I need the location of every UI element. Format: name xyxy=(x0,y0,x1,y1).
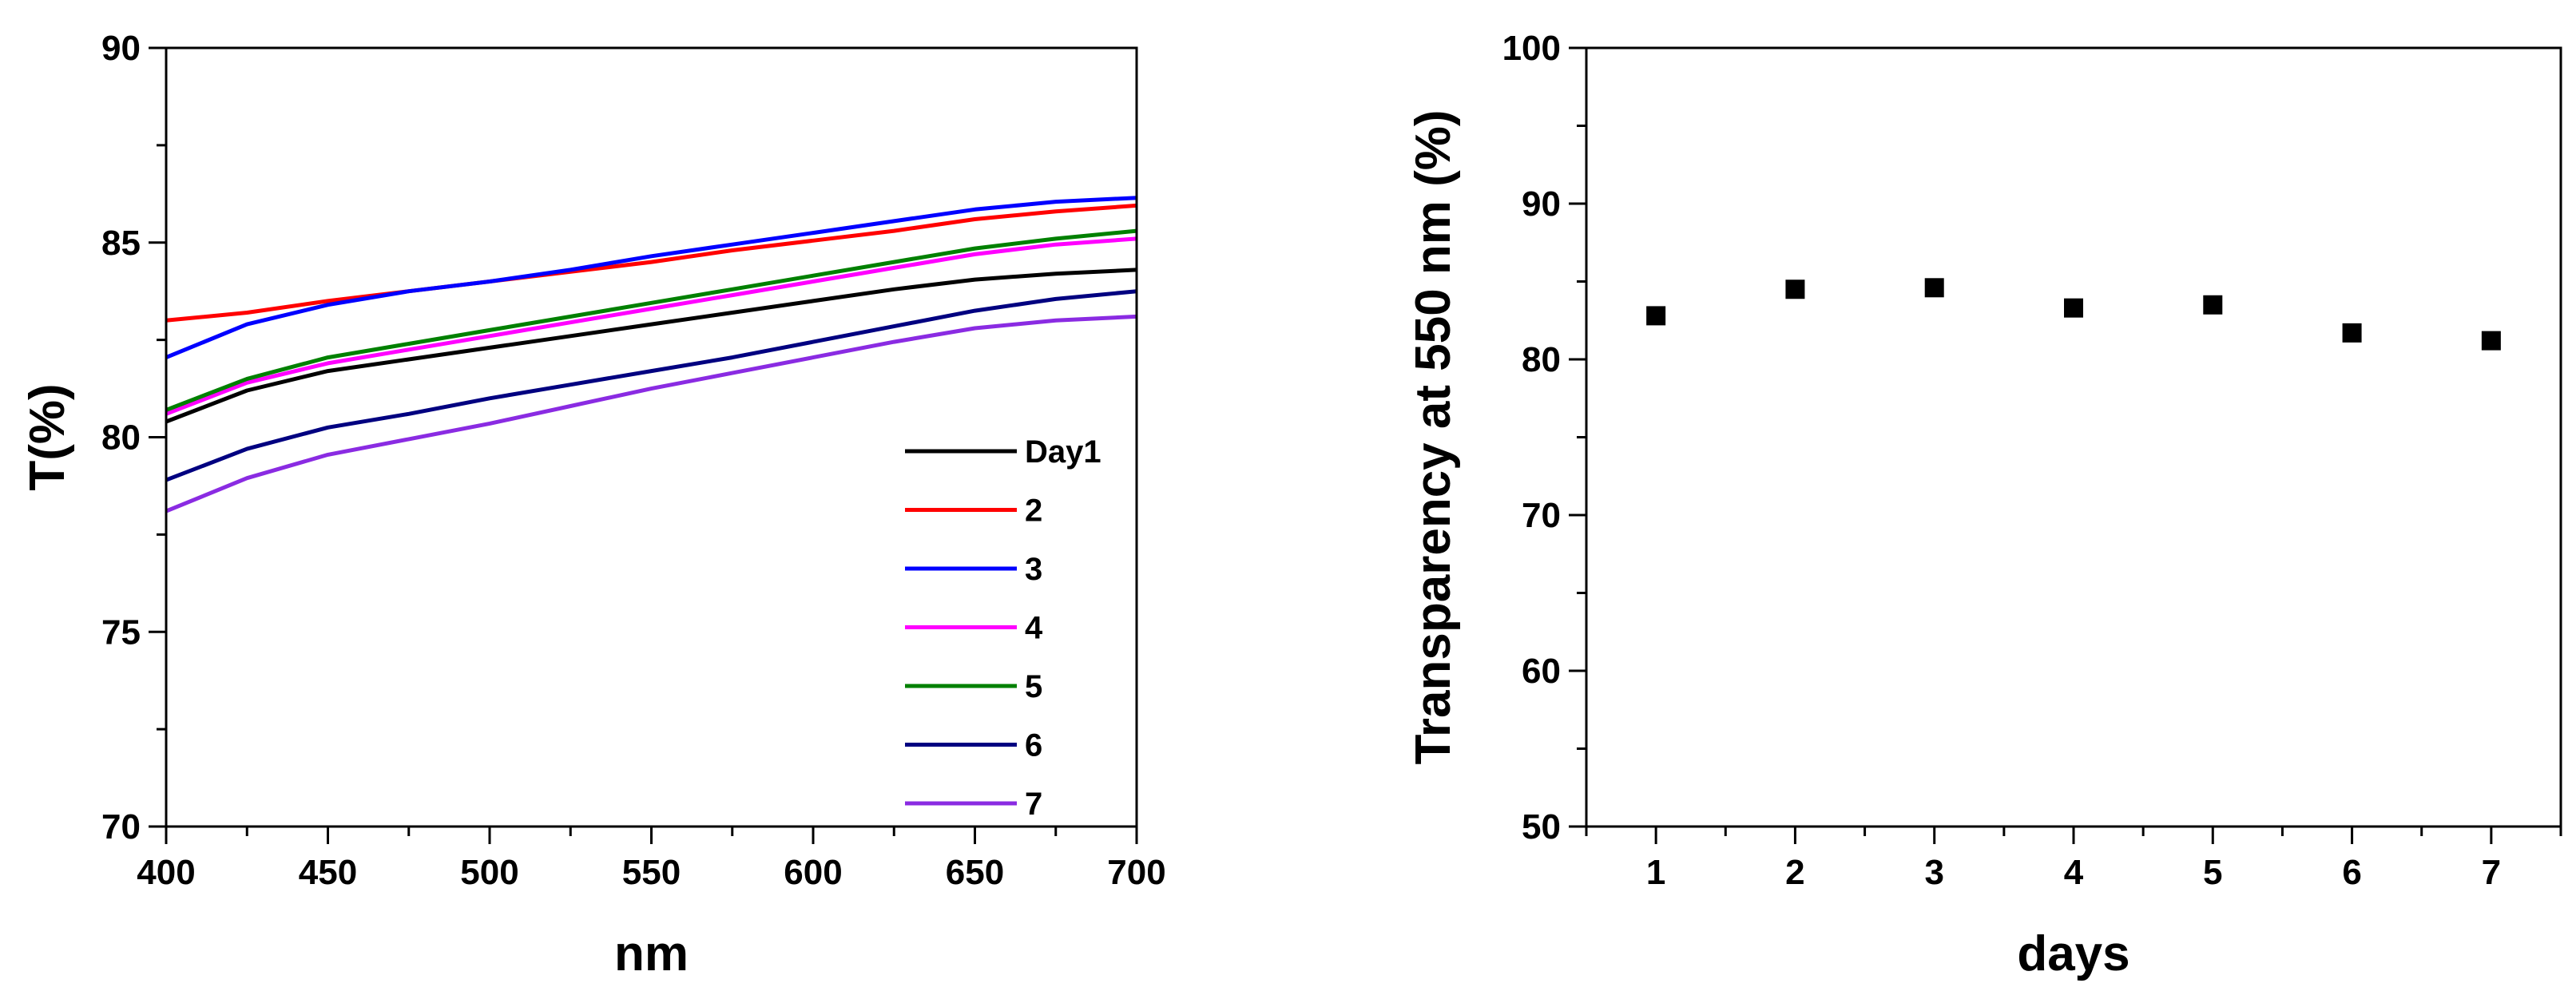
data-point-day-4 xyxy=(2064,298,2083,318)
legend-label-3: 3 xyxy=(1025,552,1042,587)
legend-label-4: 4 xyxy=(1025,611,1043,646)
series-line-day1 xyxy=(165,268,1137,424)
data-point-day-7 xyxy=(2481,331,2501,351)
plot-frame xyxy=(165,46,1138,828)
y-tick-label: 70 xyxy=(1522,496,1561,535)
data-point-day-6 xyxy=(2342,323,2362,343)
data-point-day-3 xyxy=(1924,278,1944,298)
x-tick-label: 1 xyxy=(1646,853,1665,892)
x-tick-label: 650 xyxy=(946,853,1004,892)
x-axis-title: nm xyxy=(614,926,689,981)
y-tick-label: 70 xyxy=(101,807,141,846)
transparency-scatter-chart: 1 2 3 4 5 6 7 50 60 70 80 90 100 days Transparency at … xyxy=(1406,29,2562,981)
x-tick-label: 500 xyxy=(460,853,518,892)
legend-label-6: 6 xyxy=(1025,728,1042,763)
x-tick-label: 5 xyxy=(2203,853,2222,892)
y-tick-label: 90 xyxy=(1522,184,1561,224)
y-tick-label: 75 xyxy=(101,613,141,652)
series-line-6 xyxy=(165,289,1137,482)
y-tick-label: 50 xyxy=(1522,807,1561,846)
x-tick-label: 7 xyxy=(2482,853,2501,892)
y-axis-title: T(%) xyxy=(20,383,75,490)
y-tick-label: 100 xyxy=(1502,29,1561,68)
y-tick-label: 85 xyxy=(101,224,141,263)
x-tick-label: 4 xyxy=(2064,853,2084,892)
data-point-day-2 xyxy=(1785,280,1805,299)
x-tick-label: 450 xyxy=(299,853,357,892)
x-tick-label: 700 xyxy=(1107,853,1165,892)
y-tick-label: 80 xyxy=(101,418,141,458)
x-tick-label: 6 xyxy=(2342,853,2361,892)
y-tick-label: 60 xyxy=(1522,652,1561,691)
legend-label-7: 7 xyxy=(1025,787,1042,822)
series-line-4 xyxy=(165,236,1137,416)
x-tick-label: 600 xyxy=(784,853,842,892)
legend-label-5: 5 xyxy=(1025,669,1042,704)
series-line-5 xyxy=(165,228,1137,412)
y-tick-label: 80 xyxy=(1522,340,1561,379)
x-tick-label: 2 xyxy=(1785,853,1804,892)
plot-frame xyxy=(1585,46,2562,828)
y-tick-label: 90 xyxy=(101,29,141,68)
series-line-2 xyxy=(165,203,1137,323)
legend-label-2: 2 xyxy=(1025,494,1042,529)
data-point-day-1 xyxy=(1646,306,1666,326)
x-axis-title: days xyxy=(2017,926,2129,981)
data-point-day-5 xyxy=(2203,295,2223,315)
x-tick-label: 550 xyxy=(622,853,681,892)
series-line-3 xyxy=(165,196,1137,359)
y-axis-title: Transparency at 550 nm (%) xyxy=(1406,109,1461,764)
x-tick-label: 3 xyxy=(1924,853,1943,892)
legend-label-day1: Day1 xyxy=(1025,434,1101,470)
x-tick-label: 400 xyxy=(137,853,195,892)
series-line-7 xyxy=(165,314,1137,513)
